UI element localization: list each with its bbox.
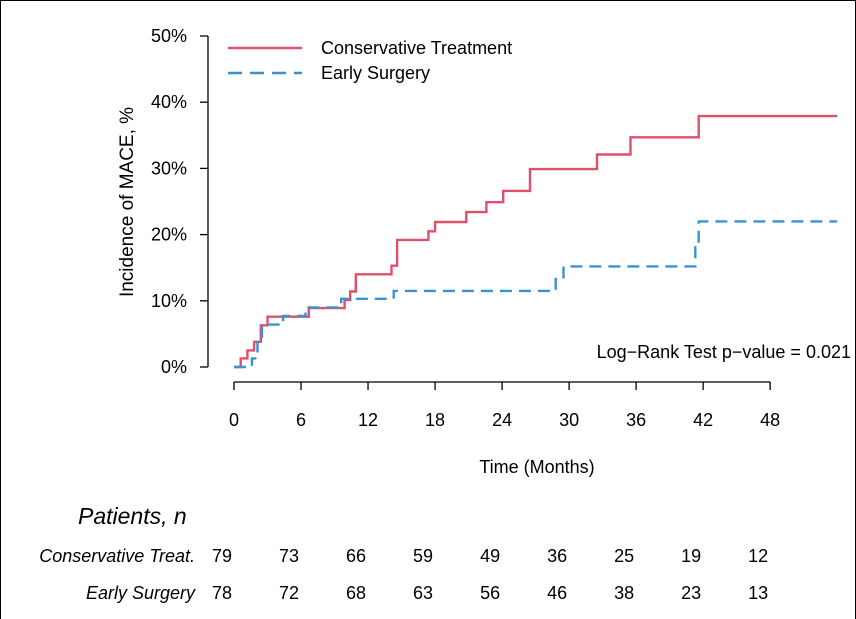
y-tick-label: 40% (151, 92, 187, 112)
logrank-annotation: Log−Rank Test p−value = 0.021 (597, 342, 851, 362)
risk-table-title: Patients, n (78, 503, 187, 529)
y-tick-label: 30% (151, 158, 187, 178)
y-axis: 0% 10% 20% 30% 40% 50% (151, 26, 209, 377)
risk-cell: 19 (681, 546, 702, 566)
y-tick-label: 0% (161, 357, 187, 377)
x-tick-label: 12 (358, 410, 378, 430)
risk-cell: 79 (211, 546, 233, 566)
risk-cell: 59 (413, 546, 434, 566)
series-layer (234, 114, 838, 369)
legend-label-conservative: Conservative Treatment (321, 38, 512, 58)
risk-cell: 78 (211, 583, 233, 603)
risk-cell: 56 (480, 583, 501, 603)
series-conservative-line (234, 114, 838, 369)
risk-row-label: Conservative Treat. (39, 546, 195, 566)
risk-cell: 12 (748, 546, 769, 566)
risk-cell: 63 (413, 583, 434, 603)
y-tick-label: 20% (151, 225, 187, 245)
y-axis-label: Incidence of MACE, % (117, 107, 138, 297)
x-tick-label: 48 (760, 410, 780, 430)
risk-cell: 46 (547, 583, 568, 603)
y-tick-label: 10% (151, 291, 187, 311)
x-axis: 0 6 12 18 24 30 36 42 48 (229, 381, 780, 430)
risk-cell: 68 (346, 583, 367, 603)
x-tick-label: 18 (425, 410, 445, 430)
risk-cell: 36 (547, 546, 568, 566)
x-tick-label: 0 (229, 410, 239, 430)
y-tick-label: 50% (151, 26, 187, 46)
x-tick-label: 24 (492, 410, 512, 430)
x-tick-label: 42 (693, 410, 713, 430)
x-axis-label: Time (Months) (479, 457, 594, 477)
risk-cell: 25 (614, 546, 635, 566)
risk-cell: 49 (480, 546, 501, 566)
legend: Conservative Treatment Early Surgery (228, 38, 512, 83)
x-tick-label: 6 (296, 410, 306, 430)
risk-cell: 38 (614, 583, 635, 603)
series-early-surgery-line (234, 220, 838, 369)
risk-cell: 13 (748, 583, 769, 603)
risk-cell: 66 (346, 546, 367, 566)
x-tick-label: 30 (559, 410, 579, 430)
risk-row-label: Early Surgery (85, 583, 195, 603)
x-tick-label: 36 (626, 410, 646, 430)
risk-cell: 73 (279, 546, 300, 566)
risk-cell: 23 (681, 583, 702, 603)
risk-cell: 72 (279, 583, 300, 603)
legend-label-early-surgery: Early Surgery (321, 63, 430, 83)
